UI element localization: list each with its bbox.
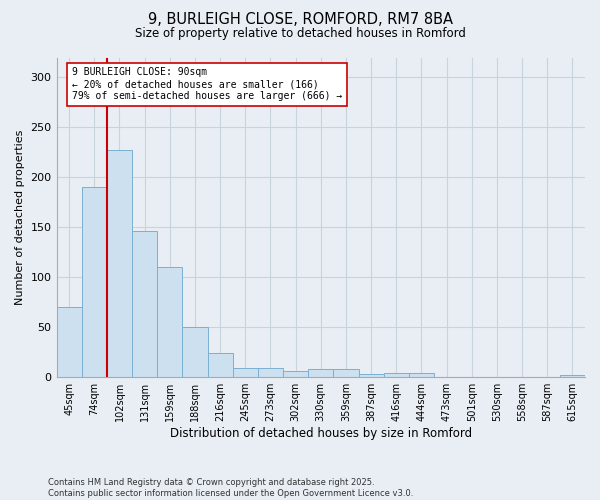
Bar [82, 188, 107, 377]
X-axis label: Distribution of detached houses by size in Romford: Distribution of detached houses by size … [170, 427, 472, 440]
Bar [560, 375, 585, 377]
Text: 9 BURLEIGH CLOSE: 90sqm
← 20% of detached houses are smaller (166)
79% of semi-d: 9 BURLEIGH CLOSE: 90sqm ← 20% of detache… [71, 68, 342, 100]
Bar [359, 374, 383, 377]
Bar [308, 369, 334, 377]
Bar [409, 373, 434, 377]
Bar [157, 268, 182, 377]
Bar [334, 369, 359, 377]
Bar [283, 371, 308, 377]
Bar [258, 368, 283, 377]
Bar [383, 373, 409, 377]
Bar [132, 232, 157, 377]
Text: 9, BURLEIGH CLOSE, ROMFORD, RM7 8BA: 9, BURLEIGH CLOSE, ROMFORD, RM7 8BA [148, 12, 452, 28]
Y-axis label: Number of detached properties: Number of detached properties [15, 130, 25, 305]
Bar [208, 353, 233, 377]
Text: Contains HM Land Registry data © Crown copyright and database right 2025.
Contai: Contains HM Land Registry data © Crown c… [48, 478, 413, 498]
Bar [107, 150, 132, 377]
Bar [182, 328, 208, 377]
Bar [56, 308, 82, 377]
Bar [233, 368, 258, 377]
Text: Size of property relative to detached houses in Romford: Size of property relative to detached ho… [134, 28, 466, 40]
